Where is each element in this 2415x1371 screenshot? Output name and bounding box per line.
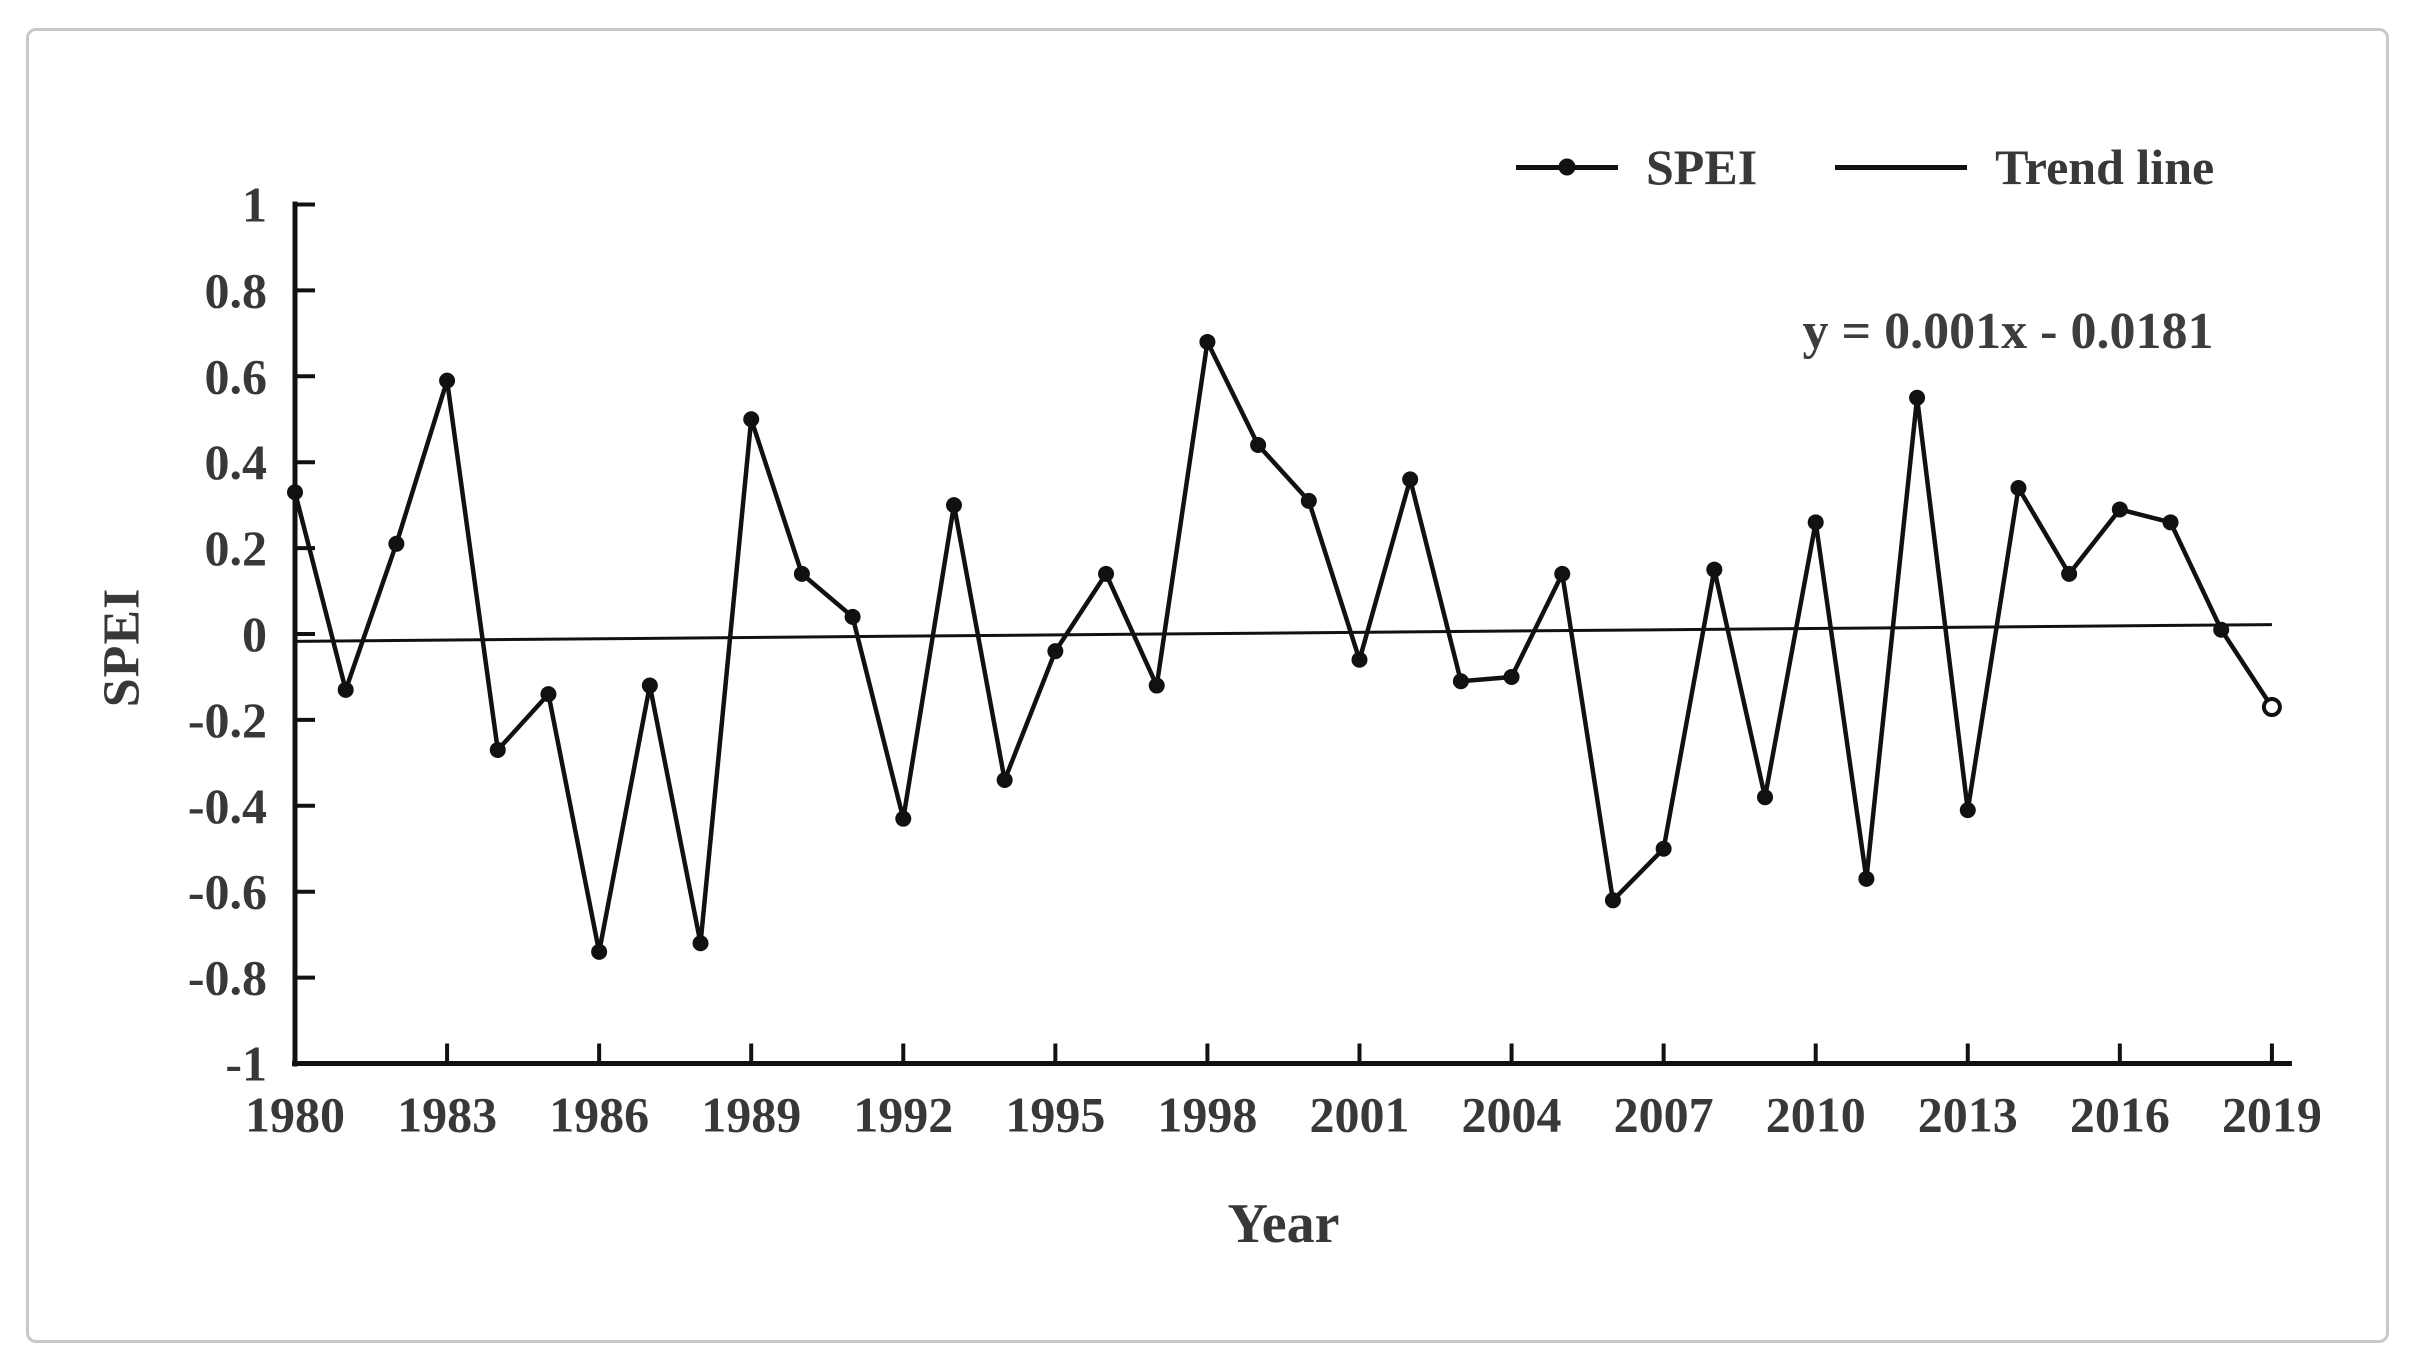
data-point-2013 bbox=[1959, 802, 1976, 819]
y-tick-label: 0.2 bbox=[205, 520, 268, 576]
data-point-1992 bbox=[895, 810, 912, 827]
y-tick-label: 0.8 bbox=[205, 262, 268, 318]
line-marker-swatch-icon bbox=[1516, 164, 1618, 170]
data-point-1980 bbox=[287, 484, 303, 501]
legend-item-trend-line: Trend line bbox=[1835, 138, 2214, 196]
x-tick-label: 2007 bbox=[1614, 1087, 1714, 1143]
data-point-1981 bbox=[337, 681, 354, 698]
line-swatch-icon bbox=[1835, 164, 1968, 170]
data-point-1984 bbox=[489, 741, 506, 758]
y-axis-title: SPEI bbox=[93, 587, 151, 708]
x-tick-label: 1998 bbox=[1157, 1087, 1257, 1143]
legend-item-spei: SPEI bbox=[1516, 138, 1757, 196]
data-point-2001 bbox=[1351, 651, 1368, 668]
x-tick-label: 1992 bbox=[853, 1087, 953, 1143]
x-tick-label: 2001 bbox=[1309, 1087, 1409, 1143]
data-point-2003 bbox=[1452, 673, 1469, 690]
data-point-2019 bbox=[2261, 697, 2282, 718]
data-point-1986 bbox=[591, 943, 608, 960]
data-point-1987 bbox=[641, 677, 658, 694]
data-point-2002 bbox=[1402, 471, 1419, 488]
x-tick-label: 2004 bbox=[1462, 1087, 1562, 1143]
y-tick-label: -0.4 bbox=[188, 778, 267, 834]
data-point-1993 bbox=[945, 497, 962, 514]
legend-trend-label: Trend line bbox=[1995, 139, 2215, 195]
y-tick-label: 0 bbox=[242, 606, 267, 662]
data-point-1997 bbox=[1148, 677, 1165, 694]
data-point-1994 bbox=[996, 772, 1013, 789]
data-point-2009 bbox=[1757, 789, 1774, 806]
data-point-2012 bbox=[1909, 389, 1926, 406]
data-point-1989 bbox=[743, 411, 760, 428]
y-tick-label: -1 bbox=[225, 1036, 267, 1092]
trend-equation-label: y = 0.001x - 0.0181 bbox=[1802, 303, 2214, 360]
y-tick-label: 0.6 bbox=[205, 348, 268, 404]
data-point-2004 bbox=[1503, 668, 1520, 685]
x-tick-label: 1983 bbox=[397, 1087, 497, 1143]
data-point-2018 bbox=[2213, 621, 2230, 638]
legend: SPEI Trend line bbox=[1516, 138, 2214, 196]
data-point-1996 bbox=[1098, 565, 1115, 582]
x-tick-label: 2010 bbox=[1766, 1087, 1866, 1143]
x-tick-label: 1980 bbox=[245, 1087, 345, 1143]
y-tick-label: -0.6 bbox=[188, 864, 267, 920]
spei-line bbox=[292, 339, 2274, 955]
data-point-1999 bbox=[1250, 437, 1267, 454]
x-tick-label: 1995 bbox=[1005, 1087, 1105, 1143]
data-point-1990 bbox=[793, 565, 810, 582]
x-axis-title: Year bbox=[1227, 1193, 1340, 1255]
trend-line bbox=[294, 623, 2272, 643]
legend-spei-label: SPEI bbox=[1646, 139, 1758, 195]
data-point-2011 bbox=[1858, 870, 1875, 887]
data-point-2008 bbox=[1706, 561, 1723, 578]
y-tick-label: 1 bbox=[242, 177, 267, 233]
x-tick-label: 1989 bbox=[701, 1087, 801, 1143]
data-point-2014 bbox=[2010, 479, 2027, 496]
data-point-2015 bbox=[2061, 565, 2078, 582]
x-tick-label: 2016 bbox=[2070, 1087, 2170, 1143]
x-tick-label: 2019 bbox=[2222, 1087, 2322, 1143]
data-point-2007 bbox=[1655, 840, 1672, 857]
data-point-2005 bbox=[1554, 565, 1571, 582]
data-point-1998 bbox=[1199, 333, 1216, 350]
x-tick-label: 1986 bbox=[549, 1087, 649, 1143]
data-point-1985 bbox=[540, 686, 557, 703]
data-point-1983 bbox=[439, 372, 456, 389]
data-point-1982 bbox=[388, 535, 405, 552]
y-tick-label: -0.8 bbox=[188, 950, 267, 1006]
data-point-2010 bbox=[1807, 514, 1824, 531]
data-point-1995 bbox=[1047, 643, 1064, 660]
y-tick-label: 0.4 bbox=[205, 434, 268, 490]
figure-border bbox=[26, 28, 2389, 1343]
data-point-1991 bbox=[844, 608, 861, 625]
data-point-1988 bbox=[692, 935, 709, 952]
x-tick-label: 2013 bbox=[1918, 1087, 2018, 1143]
data-point-2006 bbox=[1604, 892, 1621, 909]
data-point-2016 bbox=[2111, 501, 2128, 518]
data-point-2000 bbox=[1300, 492, 1317, 509]
data-point-2017 bbox=[2162, 514, 2179, 531]
y-tick-label: -0.2 bbox=[188, 692, 267, 748]
